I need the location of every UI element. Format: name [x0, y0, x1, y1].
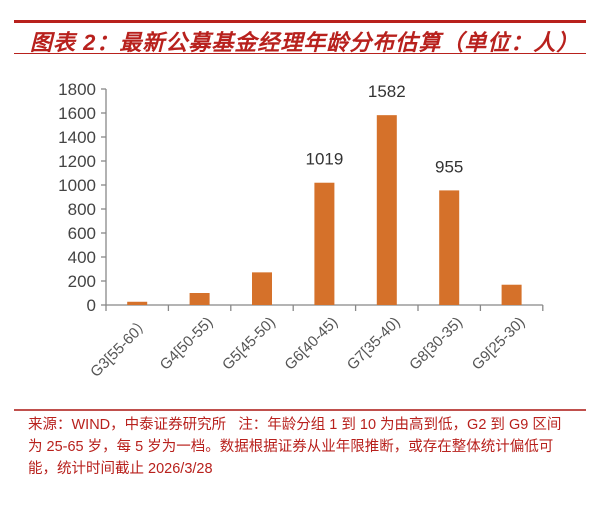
bar-chart: 0 200 400 600 800 1000 1200 1400 1600 1800 G3[55-6… [58, 80, 544, 381]
bar-7 [501, 284, 522, 305]
y-tick-label: 1000 [58, 176, 96, 195]
x-tick-label: G4[50-55) [157, 314, 217, 374]
source-text: 来源：WIND，中泰证券研究所 [28, 417, 227, 433]
bar-2 [189, 293, 210, 305]
y-tick-label: 800 [68, 200, 96, 219]
y-tick-label: 1200 [58, 152, 96, 171]
top-rule [14, 20, 586, 23]
bar-3 [252, 272, 272, 305]
footer-rule [14, 409, 586, 411]
y-tick-label: 0 [87, 296, 96, 315]
y-tick-label: 1400 [58, 128, 96, 147]
bar-4 [314, 182, 335, 305]
x-tick-label: G8[30-35) [406, 314, 466, 374]
x-tick-label: G7[35-40) [344, 314, 404, 374]
x-tick-label: G3[55-60） [87, 314, 154, 381]
chart-title: 图表 2：最新公募基金经理年龄分布估算（单位：人） [30, 30, 580, 55]
y-tick-label: 1800 [58, 80, 96, 99]
bar-5 [376, 115, 397, 305]
data-label: 955 [435, 157, 463, 176]
data-label: 1582 [368, 82, 406, 101]
x-tick-label: G6[40-45) [281, 314, 341, 374]
footer: 来源：WIND，中泰证券研究所 注：年龄分组 1 到 10 为由高到低，G2 到… [28, 414, 573, 480]
note-text: 注：年龄分组 1 到 10 为由高到低，G2 到 G9 区间为 25-65 岁，… [28, 417, 562, 477]
y-tick-label: 600 [68, 224, 96, 243]
y-tick-label: 400 [68, 248, 96, 267]
x-tick-label: G9[25-30) [469, 314, 529, 374]
y-tick-label: 1600 [58, 104, 96, 123]
data-label: 1019 [305, 150, 343, 169]
title-rule [14, 53, 586, 54]
bar-6 [439, 190, 460, 305]
x-tick-label: G5[45-50) [219, 314, 279, 374]
bar-1 [127, 301, 148, 305]
y-tick-label: 200 [68, 272, 96, 291]
